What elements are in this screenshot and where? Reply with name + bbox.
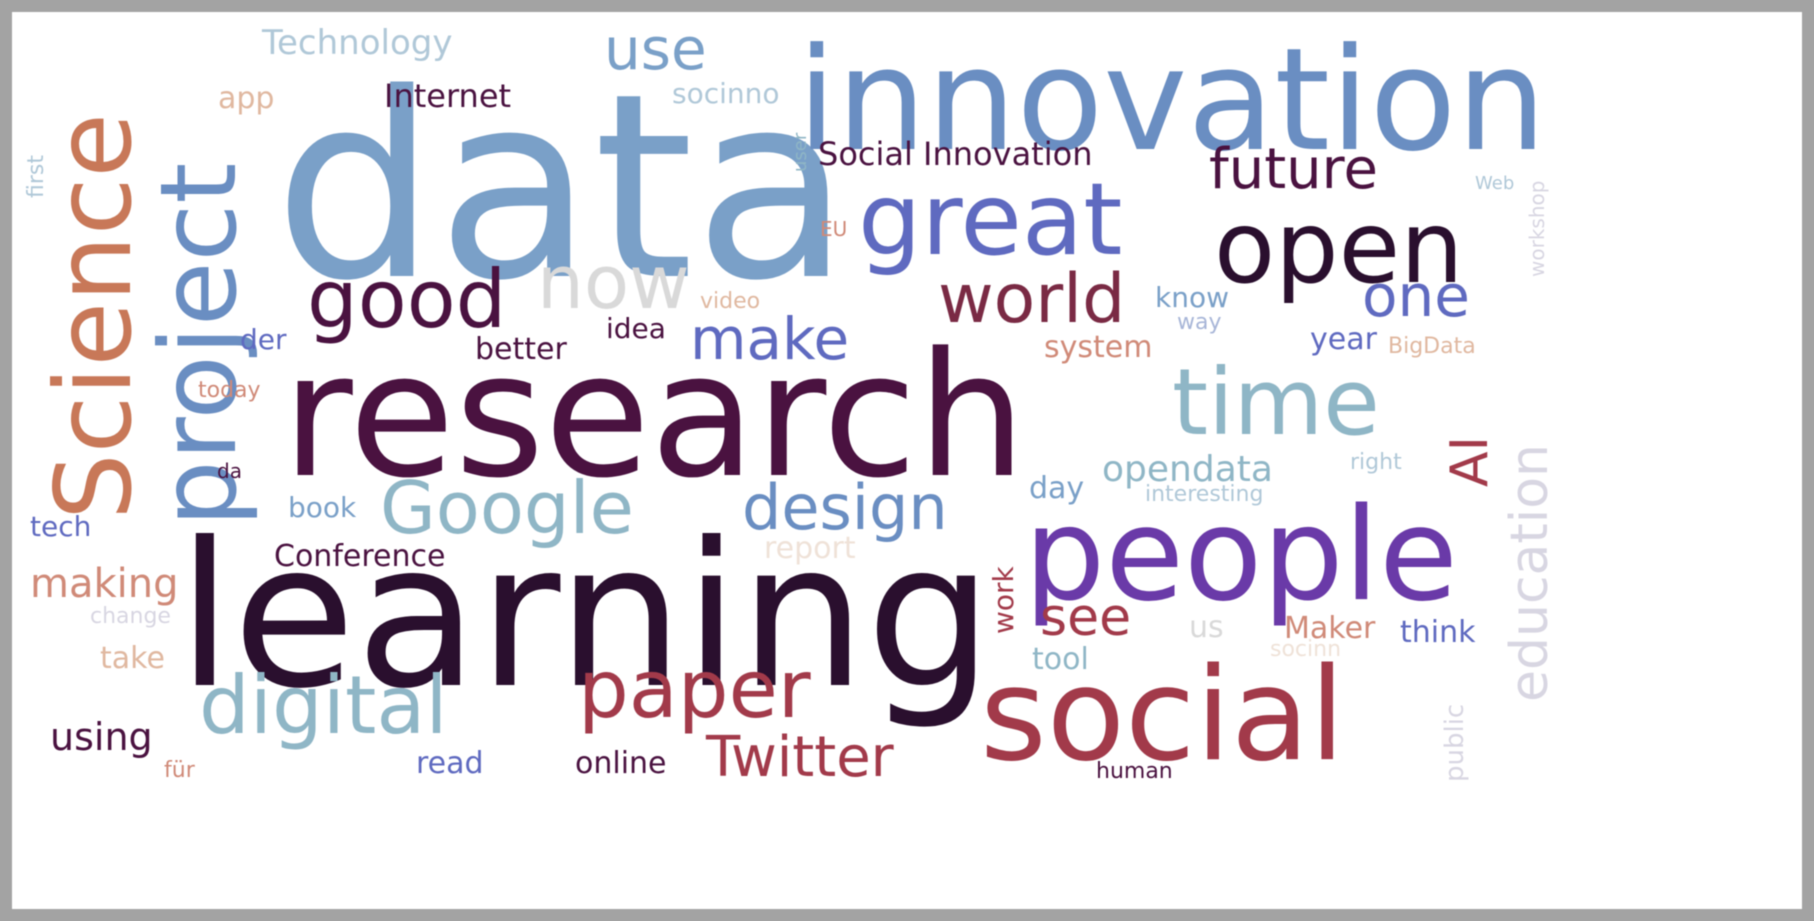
word: Maker [1284,611,1376,646]
word: der [240,323,287,356]
word: year [1310,322,1377,357]
word: tech [30,510,92,543]
word: see [1040,588,1132,648]
word: report [764,531,856,566]
word: use [604,15,707,83]
word: great [858,161,1123,278]
word: learning [177,500,993,733]
word: better [475,332,567,367]
word: app [218,81,275,116]
word: future [1209,137,1378,202]
word: making [30,561,179,607]
word: change [90,604,171,629]
word: open [1214,189,1464,306]
word: good [307,253,507,346]
word: workshop [1525,180,1549,277]
word: public [1440,703,1470,782]
word: way [1177,310,1222,335]
word: BigData [1388,334,1476,359]
word: für [164,758,195,783]
word: Conference [274,539,446,574]
word: design [742,471,948,544]
word: paper [578,643,811,736]
word: user [790,132,811,172]
word: opendata [1102,449,1273,490]
word: Web [1475,173,1515,194]
word: socinno [672,77,780,110]
word: Science [33,112,155,520]
word: research [282,315,1027,516]
word: data [274,39,851,337]
word: take [100,641,165,676]
word: first [24,155,49,198]
word: socinn [1270,637,1342,662]
word: Twitter [706,725,894,790]
word: AI [1440,436,1500,487]
word: think [1400,615,1476,650]
word: book [288,491,357,524]
word: one [1362,262,1470,330]
word: digital [199,659,448,752]
word: people [1024,481,1458,630]
word: da [217,459,242,483]
word: social [980,641,1345,790]
word: work [987,566,1020,634]
word: world [938,260,1126,339]
word: tool [1032,642,1089,677]
word-cloud: data innovation research learning social… [12,12,1802,909]
word: Social Innovation [818,135,1093,173]
word: now [537,240,690,326]
word: idea [606,312,666,345]
word: video [700,289,761,314]
word: interesting [1145,482,1264,507]
word: system [1044,330,1153,365]
word: day [1029,471,1085,506]
word: time [1172,349,1380,456]
word: using [50,715,153,759]
word: right [1350,450,1402,475]
word: Google [380,466,634,550]
word: read [416,746,484,781]
word: EU [820,217,848,241]
word: Internet [384,77,512,115]
word: Technology [262,23,453,63]
word: us [1189,610,1224,645]
word: make [690,305,850,373]
word: online [575,746,667,781]
word: innovation [797,18,1547,183]
word: today [198,378,261,403]
word: know [1155,281,1229,314]
word: human [1096,759,1173,784]
word: education [1500,443,1560,702]
